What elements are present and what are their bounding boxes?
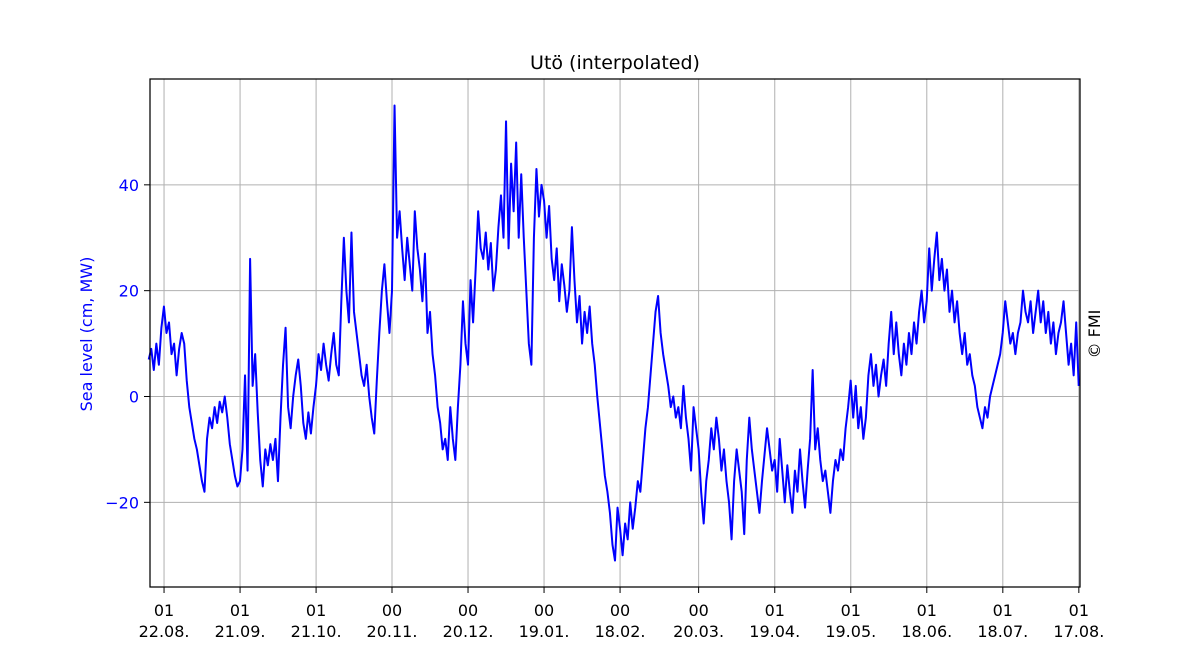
x-tick-date-label: 21.10. (291, 622, 342, 641)
x-tick-hour-label: 00 (458, 601, 478, 620)
x-tick-date-label: 20.12. (443, 622, 494, 641)
x-tick-date-label: 17.08. (1053, 622, 1104, 641)
grid (150, 79, 1080, 587)
x-tick-date-label: 22.08. (139, 622, 190, 641)
y-tick-label: 40 (119, 176, 139, 195)
sea-level-line (147, 104, 1080, 562)
y-axis: −20 0 20 40 (105, 176, 150, 512)
x-tick-date-label: 18.07. (977, 622, 1028, 641)
x-tick-hour-label: 00 (610, 601, 630, 620)
plot-frame (149, 78, 1081, 588)
x-tick-hour-label: 01 (230, 601, 250, 620)
x-tick-hour-label: 00 (382, 601, 402, 620)
x-tick-hour-label: 01 (1069, 601, 1089, 620)
x-tick-date-label: 19.04. (749, 622, 800, 641)
y-tick-label: −20 (105, 493, 139, 512)
x-axis: 01 22.08. 01 21.09. 01 21.10. 00 20.11. 00 20.12.… (139, 587, 1104, 641)
y-tick-label: 0 (129, 388, 139, 407)
x-tick-hour-label: 01 (765, 601, 785, 620)
chart-title: Utö (interpolated) (530, 52, 700, 74)
x-tick-date-label: 19.05. (825, 622, 876, 641)
series-layer (147, 104, 1080, 562)
x-tick-date-label: 20.03. (673, 622, 724, 641)
x-tick-date-label: 18.02. (595, 622, 646, 641)
x-tick-hour-label: 01 (306, 601, 326, 620)
x-tick-hour-label: 01 (154, 601, 174, 620)
x-tick-hour-label: 00 (534, 601, 554, 620)
y-tick-label: 20 (119, 282, 139, 301)
x-tick-hour-label: 01 (917, 601, 937, 620)
x-tick-date-label: 21.09. (215, 622, 266, 641)
y-axis-label: Sea level (cm, MW) (77, 257, 96, 412)
x-tick-date-label: 20.11. (367, 622, 418, 641)
x-tick-hour-label: 01 (841, 601, 861, 620)
x-tick-date-label: 19.01. (519, 622, 570, 641)
x-tick-date-label: 18.06. (901, 622, 952, 641)
x-tick-hour-label: 00 (688, 601, 708, 620)
x-tick-hour-label: 01 (993, 601, 1013, 620)
fmi-credit: © FMI (1085, 310, 1104, 359)
